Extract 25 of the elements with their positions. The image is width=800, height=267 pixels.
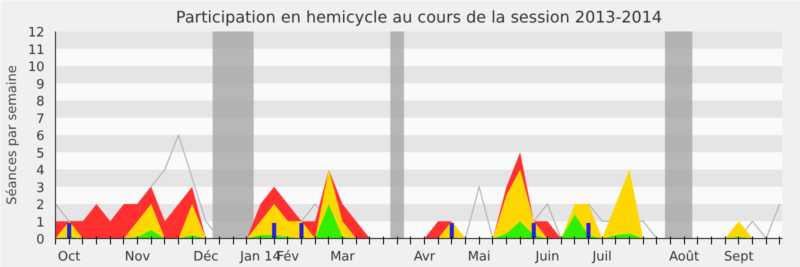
y-tick-label: 2 [36,198,45,213]
y-tick-label: 6 [36,129,45,144]
x-tick-label: Avr [414,250,436,264]
x-tick-label: Sept [724,250,754,264]
y-axis-title: Séances par semaine [4,65,20,205]
y-tick-label: 5 [36,146,45,162]
y-tick-label: 7 [36,112,45,127]
x-tick-label: Juin [534,250,560,264]
y-tick-label: 10 [28,60,45,75]
y-tick-label: 11 [28,42,45,58]
y-tick-label: 0 [36,232,45,248]
x-tick-label: Août [669,250,700,264]
y-tick-label: 9 [36,77,45,92]
y-tick-label: 4 [36,164,45,178]
x-tick-label: Oct [58,250,80,264]
x-tick-label: Mai [468,250,491,264]
y-tick-label: 1 [36,215,45,230]
chart-title: Participation en hemicycle au cours de la session 2013-2014 [176,8,662,26]
x-tick-label: Juil [591,250,612,264]
x-tick-label: Déc [193,250,218,264]
x-tick-label: Mar [330,250,356,264]
y-tick-label: 8 [36,94,45,110]
y-tick-label: 12 [28,26,45,40]
y-tick-label: 3 [36,180,45,196]
x-tick-label: Nov [124,250,150,264]
